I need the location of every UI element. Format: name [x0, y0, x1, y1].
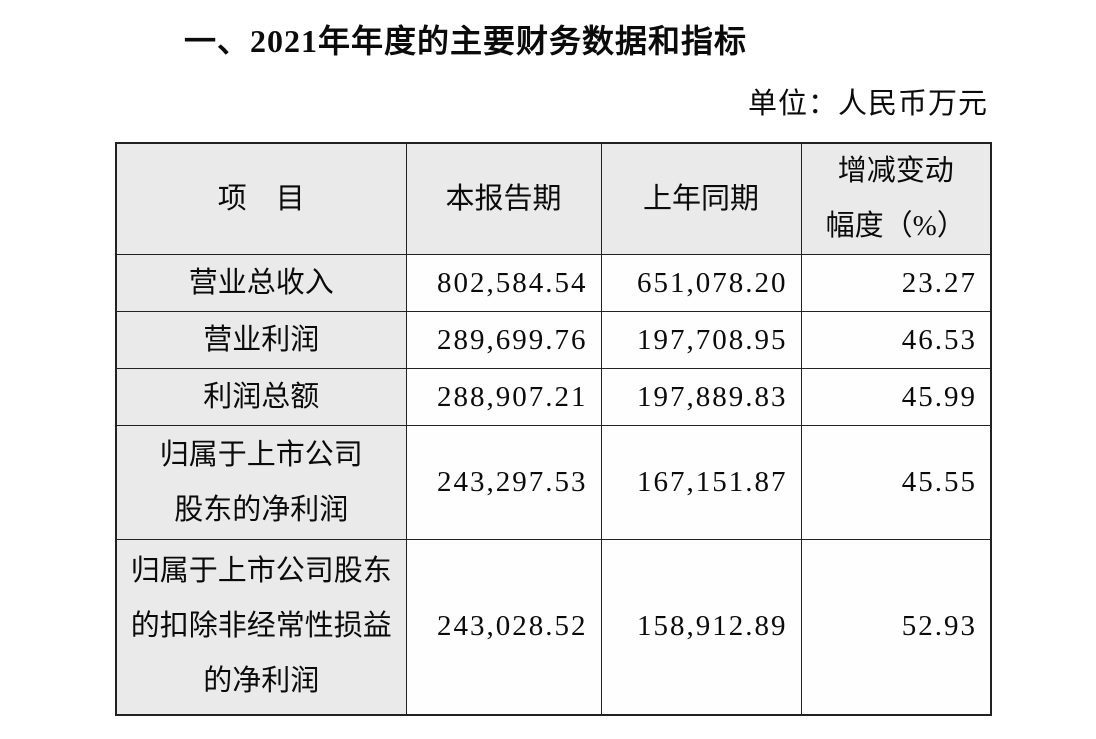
item-label: 归属于上市公司股东 的扣除非经常性损益 的净利润: [115, 539, 407, 715]
table-row-net-profit-attributable: 归属于上市公司 股东的净利润 243,297.53 167,151.87 45.…: [115, 425, 992, 540]
item-label: 利润总额: [115, 368, 407, 426]
current-period-value: 289,699.76: [405, 311, 602, 369]
table-header-row: 项 目 本报告期 上年同期 增减变动 幅度（%）: [115, 142, 992, 255]
section-title: 一、2021年年度的主要财务数据和指标: [184, 23, 748, 59]
item-label: 营业利润: [115, 311, 407, 369]
change-percent-value: 46.53: [800, 311, 992, 369]
change-percent-value: 45.55: [800, 425, 992, 540]
current-period-value: 243,028.52: [405, 539, 602, 715]
change-percent-value: 45.99: [800, 368, 992, 426]
header-change-percent: 增减变动 幅度（%）: [800, 142, 992, 255]
table-row-total-profit: 利润总额 288,907.21 197,889.83 45.99: [115, 368, 992, 426]
current-period-value: 288,907.21: [405, 368, 602, 426]
current-period-value: 802,584.54: [405, 254, 602, 312]
header-item: 项 目: [115, 142, 407, 255]
change-percent-value: 52.93: [800, 539, 992, 715]
prior-period-value: 197,889.83: [600, 368, 802, 426]
header-current-period: 本报告期: [405, 142, 602, 255]
prior-period-value: 651,078.20: [600, 254, 802, 312]
prior-period-value: 158,912.89: [600, 539, 802, 715]
prior-period-value: 197,708.95: [600, 311, 802, 369]
table-row-total-revenue: 营业总收入 802,584.54 651,078.20 23.27: [115, 254, 992, 312]
table-row-net-profit-excl-nonrecurring: 归属于上市公司股东 的扣除非经常性损益 的净利润 243,028.52 158,…: [115, 539, 992, 715]
unit-label: 单位：人民币万元: [747, 88, 988, 120]
item-label: 归属于上市公司 股东的净利润: [115, 425, 407, 540]
item-label: 营业总收入: [115, 254, 407, 312]
header-prior-period: 上年同期: [600, 142, 802, 255]
financial-data-table: 项 目 本报告期 上年同期 增减变动 幅度（%） 营业总收入 802,584.5…: [115, 142, 992, 716]
current-period-value: 243,297.53: [405, 425, 602, 540]
change-percent-value: 23.27: [800, 254, 992, 312]
prior-period-value: 167,151.87: [600, 425, 802, 540]
table-row-operating-profit: 营业利润 289,699.76 197,708.95 46.53: [115, 311, 992, 369]
